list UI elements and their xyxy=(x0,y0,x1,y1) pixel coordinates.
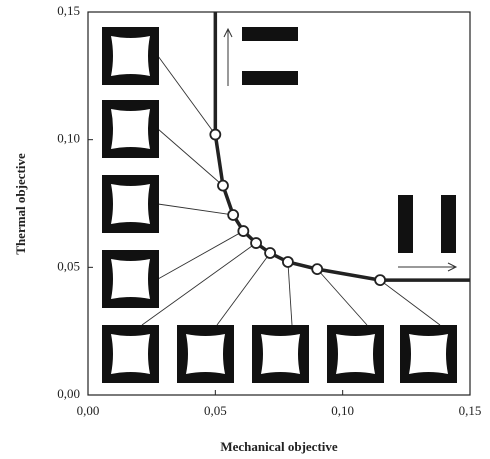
connector xyxy=(157,203,234,216)
thumbnail-shape xyxy=(409,334,448,374)
top-inset xyxy=(223,27,298,86)
x-axis-title: Mechanical objective xyxy=(220,439,338,454)
connector xyxy=(287,261,293,326)
x-tick-label: 0,15 xyxy=(459,403,482,418)
pareto-point xyxy=(227,209,240,221)
connector xyxy=(157,128,224,186)
x-tick-label: 0,05 xyxy=(204,403,227,418)
thumbnail-shape xyxy=(111,36,150,76)
insets xyxy=(102,27,457,383)
connector xyxy=(379,279,441,326)
x-tick-label: 0,00 xyxy=(77,403,100,418)
connector xyxy=(157,230,244,280)
thumbnail-shape xyxy=(111,259,150,299)
right-inset xyxy=(398,195,458,272)
thumbnail-shape xyxy=(336,334,375,374)
pareto-point xyxy=(282,256,294,268)
thumbnail-shape xyxy=(111,334,150,374)
thumbnail-shape xyxy=(111,109,150,149)
connector xyxy=(141,242,257,326)
y-axis-title: Thermal objective xyxy=(13,153,28,255)
thumbnail-shape xyxy=(111,184,150,224)
y-tick-label: 0,05 xyxy=(57,258,80,273)
pareto-point xyxy=(237,225,250,237)
connector xyxy=(316,268,368,326)
pareto-point xyxy=(264,247,276,259)
y-tick-label: 0,10 xyxy=(57,131,80,146)
pareto-point xyxy=(250,237,262,249)
connector xyxy=(216,252,271,326)
pareto-point xyxy=(374,274,387,287)
pareto-point xyxy=(209,128,222,141)
thumbnail-shape xyxy=(261,334,300,374)
thumbnail-shape xyxy=(186,334,225,374)
y-tick-label: 0,15 xyxy=(57,3,80,18)
pareto-point xyxy=(311,263,324,276)
x-tick-label: 0,10 xyxy=(331,403,354,418)
pareto-point xyxy=(217,179,229,192)
y-tick-label: 0,00 xyxy=(57,386,80,401)
connector xyxy=(157,55,216,135)
plot-frame xyxy=(87,11,471,396)
